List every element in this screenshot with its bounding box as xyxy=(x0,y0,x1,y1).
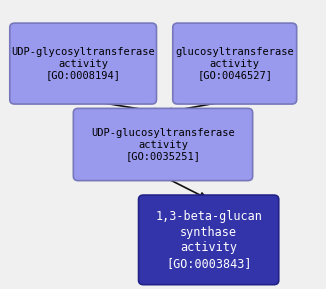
FancyBboxPatch shape xyxy=(173,23,297,104)
FancyBboxPatch shape xyxy=(139,195,279,285)
FancyBboxPatch shape xyxy=(73,108,253,181)
Text: 1,3-beta-glucan
synthase
activity
[GO:0003843]: 1,3-beta-glucan synthase activity [GO:00… xyxy=(155,210,262,270)
Text: glucosyltransferase
activity
[GO:0046527]: glucosyltransferase activity [GO:0046527… xyxy=(175,47,294,81)
FancyBboxPatch shape xyxy=(10,23,156,104)
Text: UDP-glucosyltransferase
activity
[GO:0035251]: UDP-glucosyltransferase activity [GO:003… xyxy=(91,127,235,162)
Text: UDP-glycosyltransferase
activity
[GO:0008194]: UDP-glycosyltransferase activity [GO:000… xyxy=(11,47,155,81)
